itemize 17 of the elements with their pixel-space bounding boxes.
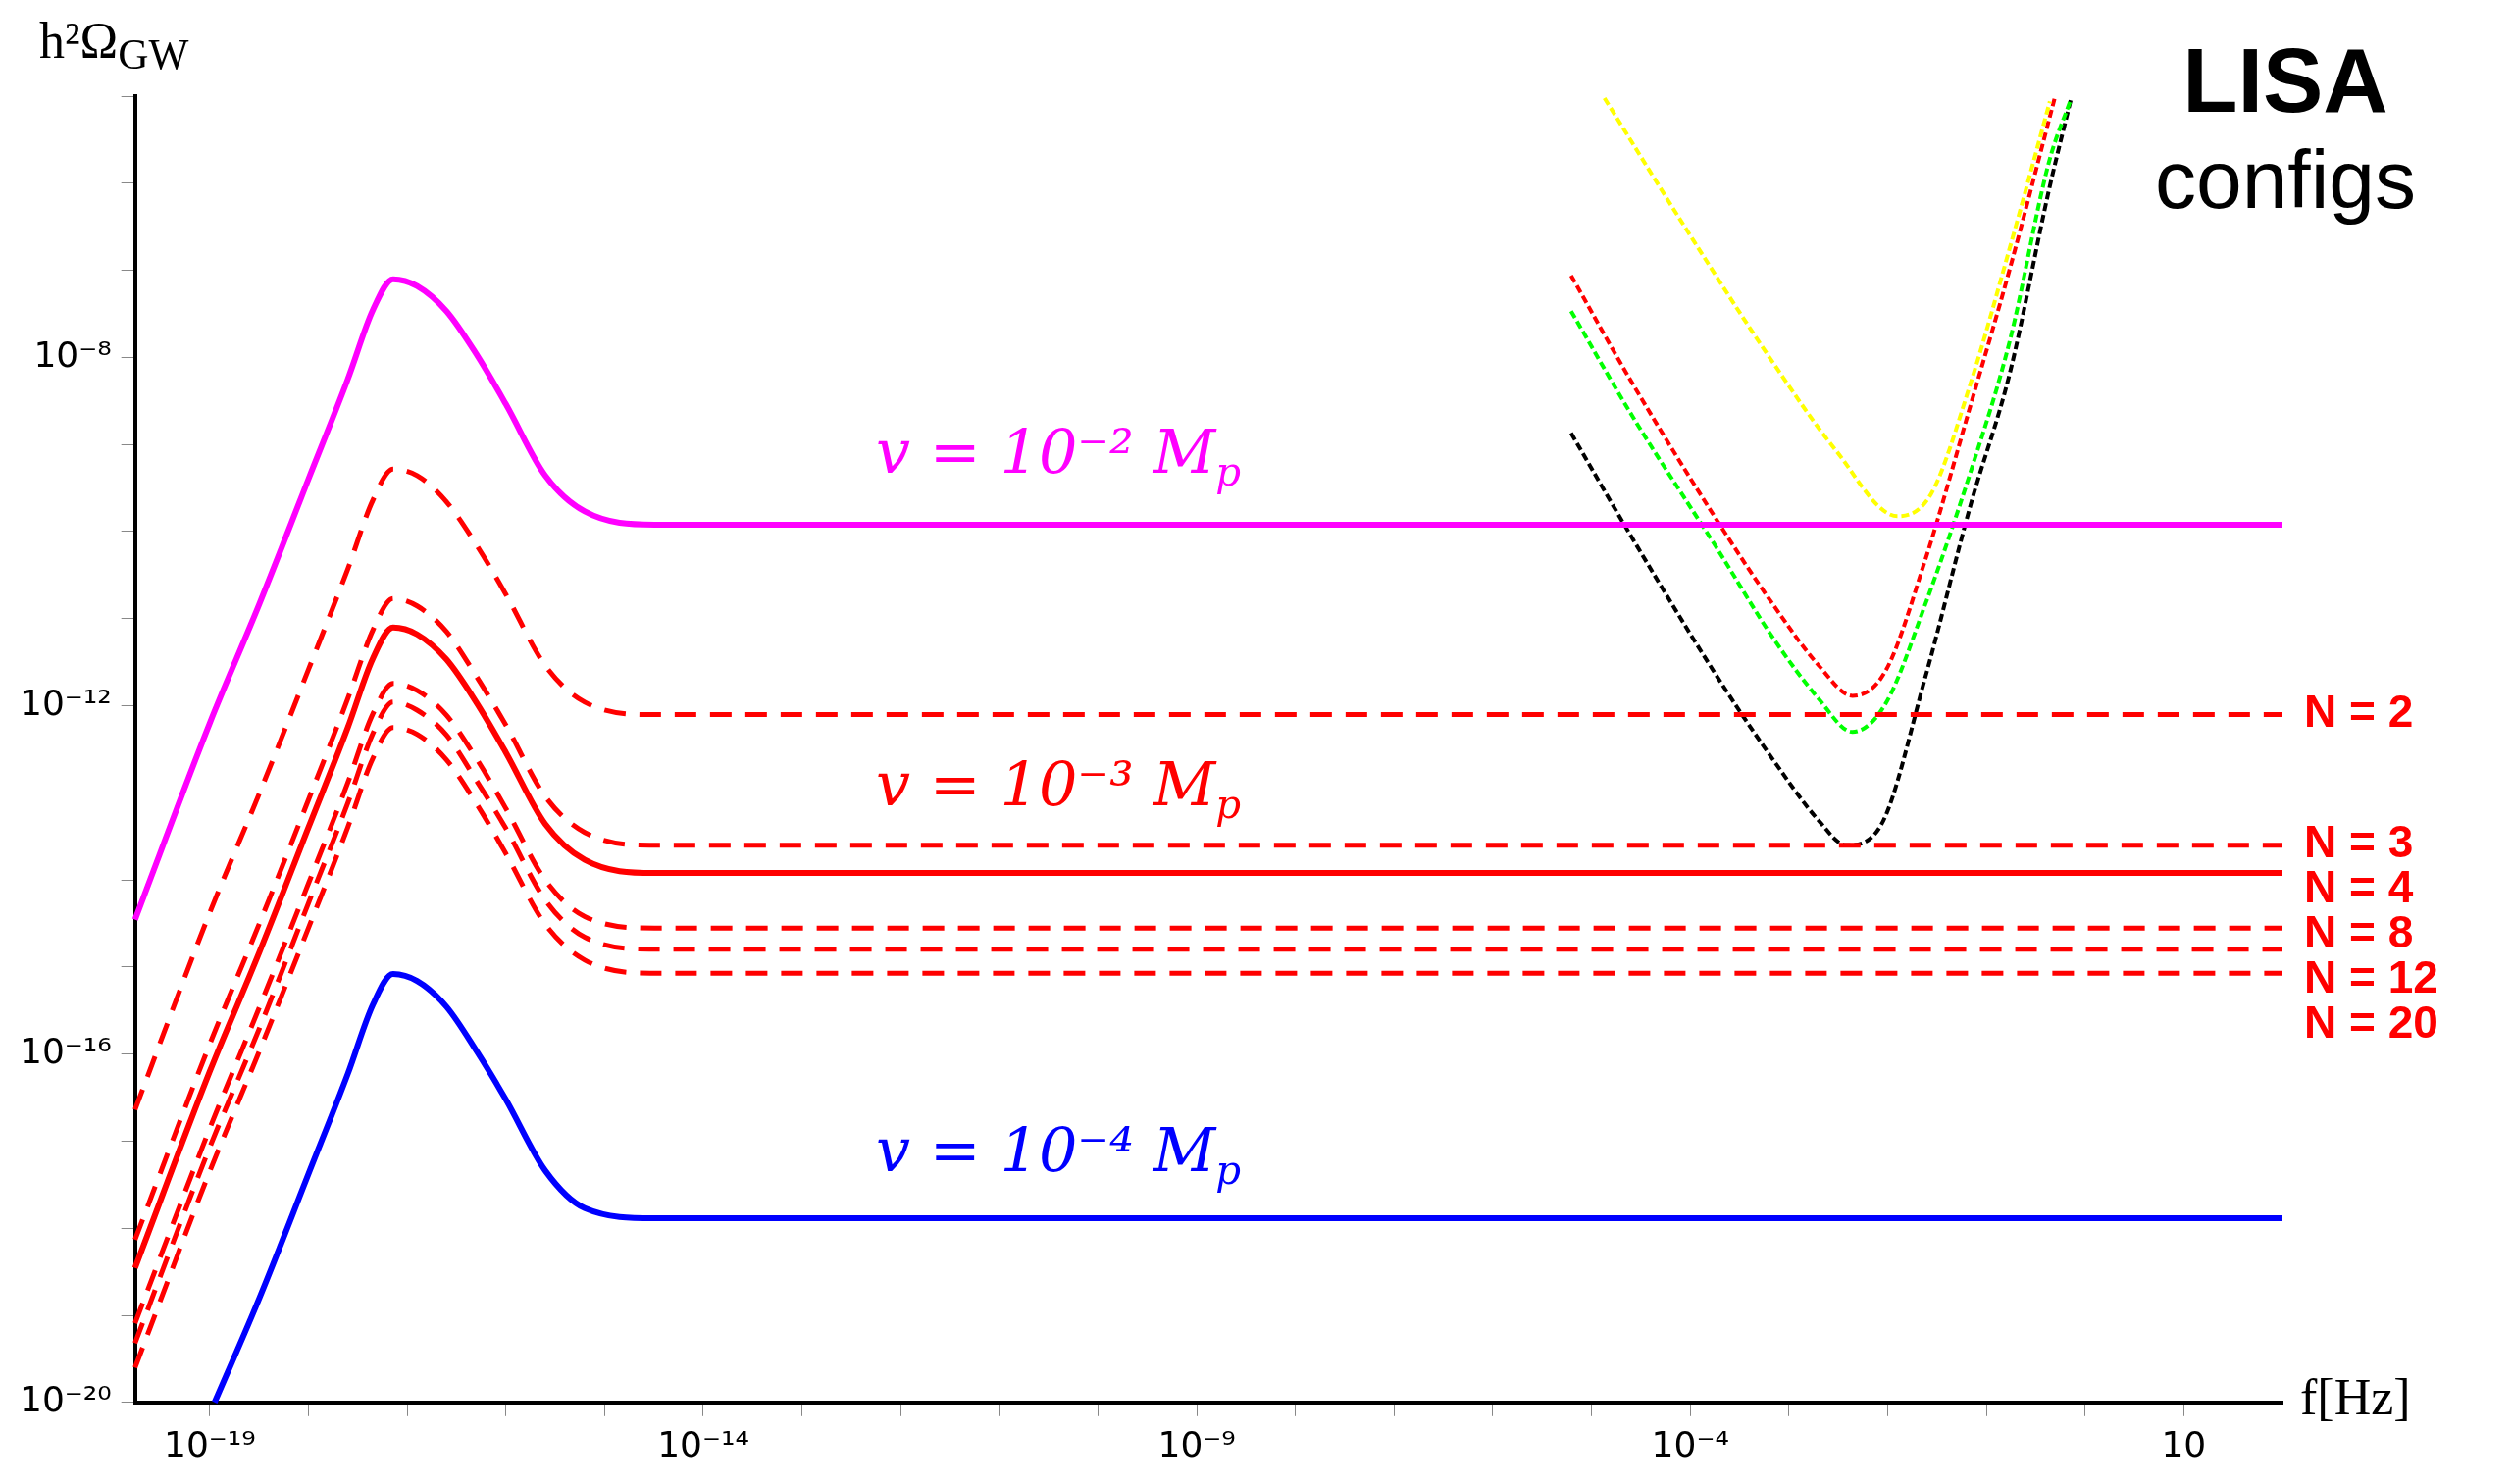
x-tick-label: 10⁻¹⁴ (657, 1423, 749, 1464)
x-tick-label: 10⁻⁹ (1157, 1423, 1236, 1464)
x-axis-title: f[Hz] (2300, 1368, 2411, 1426)
annotation: v = 10⁻⁴ M$_{p}$ (876, 1114, 1241, 1195)
x-tick-label: 10 (2161, 1423, 2207, 1464)
series-label: N = 2 (2304, 686, 2414, 738)
y-axis-title: h²Ω$_{GW}$ (39, 12, 189, 79)
chart-title: LISA (2181, 29, 2389, 132)
text: configs (2153, 132, 2418, 228)
y-tick-label: 10⁻⁸ (33, 333, 112, 375)
y-tick-label: 10⁻¹² (19, 682, 112, 723)
annotation: v = 10⁻² M$_{p}$ (876, 415, 1241, 496)
x-tick-label: 10⁻¹⁹ (164, 1423, 256, 1464)
y-tick-label: 10⁻¹⁶ (19, 1031, 112, 1072)
x-tick-label: 10⁻⁴ (1651, 1423, 1729, 1464)
annotation: v = 10⁻³ M$_{p}$ (876, 748, 1241, 829)
y-tick-label: 10⁻²⁰ (19, 1379, 112, 1420)
